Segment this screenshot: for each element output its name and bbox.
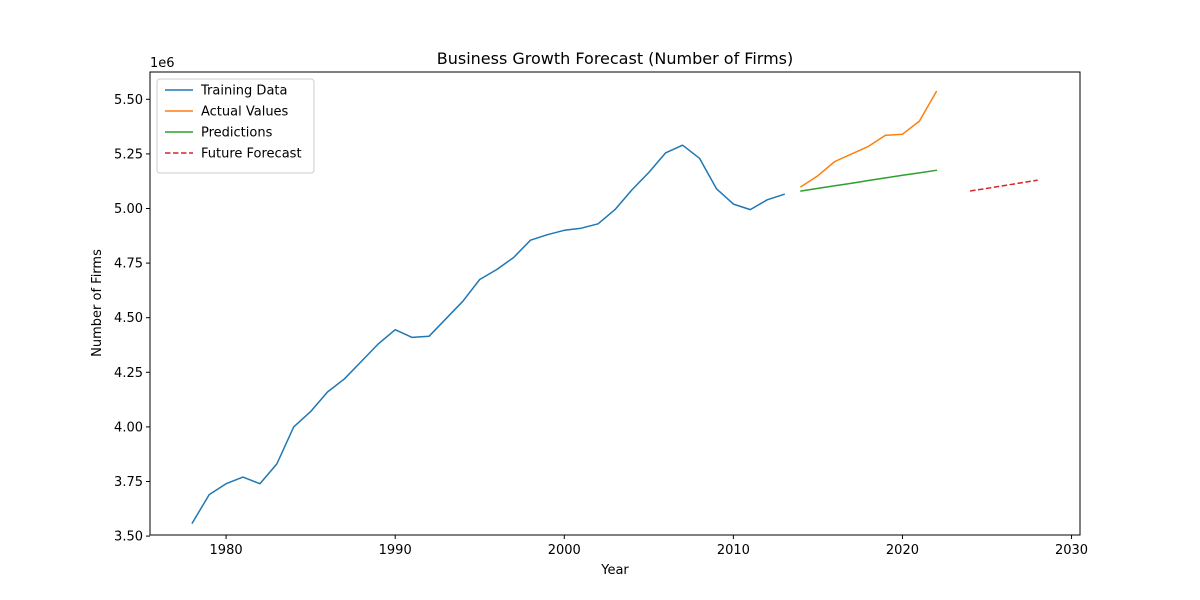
y-axis: 3.50 3.75 4.00 4.25 4.50 4.75 5.00 5.25 5.50 [114,93,150,545]
x-axis-title: Year [600,563,629,578]
chart-title: Business Growth Forecast (Number of Firm… [437,49,793,68]
series-line-future-forecast [969,179,1038,192]
series-line-actual-values [799,90,938,188]
x-tick-label: 2000 [548,543,581,558]
legend: Training Data Actual Values Predictions Fut… [156,78,315,174]
series-line-training-data [191,144,786,525]
series-layer [191,90,1038,525]
y-tick-label: 5.50 [114,93,143,108]
y-tick-label: 5.00 [114,202,143,217]
x-tick-label: 2010 [717,543,750,558]
x-axis: 1980 1990 2000 2010 2020 2030 [210,535,1088,558]
y-tick-label: 4.50 [114,311,143,326]
plot-frame [149,71,1081,536]
legend-label: Predictions [201,126,273,141]
series-line-predictions [800,169,938,192]
y-axis-title: Number of Firms [90,249,105,357]
legend-label: Future Forecast [201,147,302,162]
x-tick-label: 2030 [1055,543,1088,558]
x-tick-label: 2020 [886,543,919,558]
legend-label: Training Data [200,84,287,99]
y-tick-label: 4.25 [114,366,143,381]
y-tick-label: 3.50 [114,530,143,545]
y-tick-label: 4.75 [114,257,143,272]
legend-box [156,78,315,174]
x-tick-label: 1990 [379,543,412,558]
y-tick-label: 3.75 [114,475,143,490]
legend-label: Actual Values [201,105,289,120]
y-tick-label: 5.25 [114,147,143,162]
x-tick-label: 1980 [210,543,243,558]
y-tick-label: 4.00 [114,420,143,435]
y-offset-label: 1e6 [150,56,175,71]
